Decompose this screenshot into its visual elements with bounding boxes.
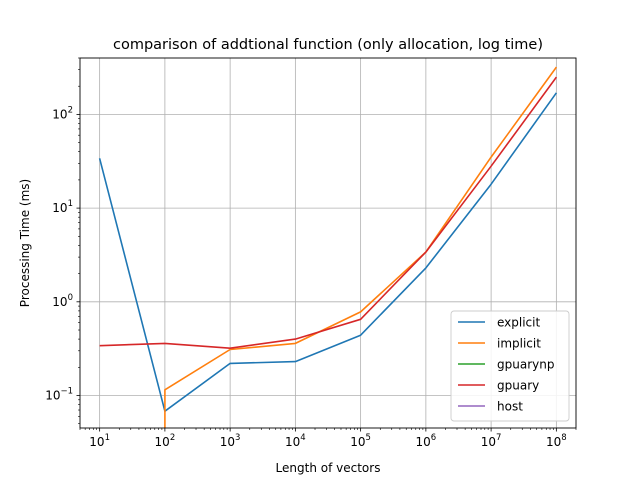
x-tick-label: 104 <box>285 433 306 449</box>
legend: explicit implicit gpuarynp gpuary host <box>450 310 570 422</box>
x-tick-label: 103 <box>220 433 241 449</box>
plot-frame <box>79 57 577 429</box>
x-tick-label: 106 <box>416 433 437 449</box>
legend-label-gpuary: gpuary <box>497 379 539 393</box>
y-tick-label: 102 <box>52 105 73 121</box>
series-lines <box>98 66 558 428</box>
y-tick-label: 101 <box>52 199 73 215</box>
grid <box>80 58 576 428</box>
x-tick-label: 105 <box>350 433 371 449</box>
y-tick-label: 100 <box>52 293 73 309</box>
legend-label-implicit: implicit <box>497 337 541 351</box>
x-tick-label: 102 <box>155 433 176 449</box>
legend-label-host: host <box>497 400 523 414</box>
legend-box <box>450 310 570 422</box>
series-line-gpuary <box>99 76 558 350</box>
x-tick-label: 107 <box>481 433 502 449</box>
y-axis-label: Processing Time (ms) <box>18 179 32 307</box>
series-line-implicit <box>164 66 558 428</box>
x-axis-label: Length of vectors <box>276 461 381 475</box>
legend-label-gpuarynp: gpuarynp <box>497 358 554 372</box>
x-tick-label: 108 <box>546 433 567 449</box>
legend-label-explicit: explicit <box>497 316 540 330</box>
x-tick-label: 101 <box>89 433 110 449</box>
chart-title: comparison of addtional function (only a… <box>113 37 543 53</box>
series-line-explicit <box>98 92 558 413</box>
axis-ticks: 101 102 103 104 105 106 107 108 10−1 100 101 102 <box>45 105 567 449</box>
y-tick-label: 10−1 <box>45 387 73 403</box>
